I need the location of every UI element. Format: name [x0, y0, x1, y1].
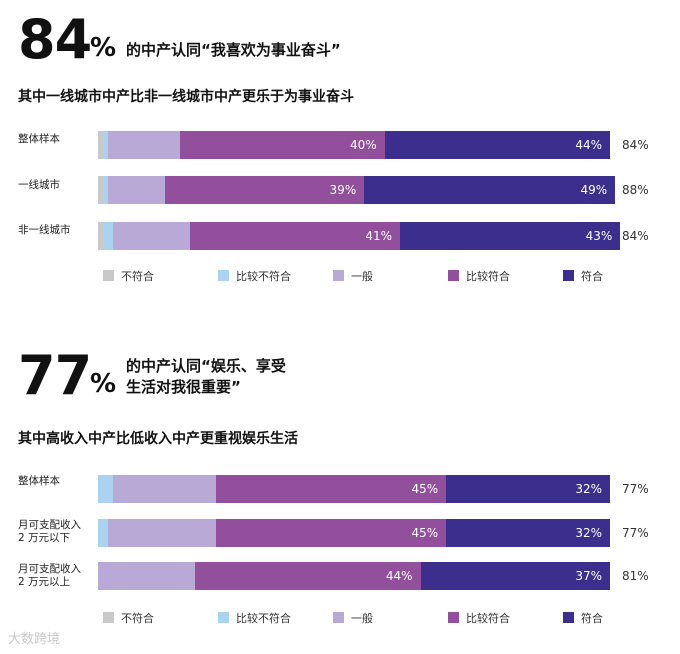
- bar-segment: [446, 519, 610, 547]
- data-label: 37%: [575, 569, 602, 583]
- bar-segment: [446, 475, 610, 503]
- legend-label: 比较符合: [466, 612, 510, 625]
- data-label: 44%: [385, 569, 413, 583]
- row-label-line-1: 月可支配收入: [18, 563, 81, 575]
- legend-item: 比较不符合: [218, 610, 291, 626]
- legend-label: 不符合: [121, 612, 154, 625]
- legend-label: 不符合: [121, 270, 154, 283]
- legend-swatch: [563, 270, 574, 281]
- row-label: 整体样本: [18, 475, 60, 487]
- bar-segment: [420, 562, 610, 590]
- legend-item: 符合: [563, 610, 603, 626]
- row-total: 84%: [622, 138, 649, 152]
- legend-label: 比较符合: [466, 270, 510, 283]
- data-label: 32%: [575, 482, 602, 496]
- row-total: 84%: [622, 229, 649, 243]
- data-label: 44%: [575, 138, 602, 152]
- row-label-line-2: 2 万元以上: [18, 576, 71, 588]
- bar-segment: [179, 131, 385, 159]
- legend-item: 比较符合: [448, 268, 510, 284]
- row-total: 88%: [622, 183, 649, 197]
- legend-swatch: [103, 612, 114, 623]
- bar-segment: [384, 131, 610, 159]
- stacked-bar-row: 39% 49%: [98, 176, 616, 204]
- row-total: 77%: [622, 482, 649, 496]
- row-total: 81%: [622, 569, 649, 583]
- chart-title-2: 其中高收入中产比低收入中产更重视娱乐生活: [18, 431, 298, 447]
- stacked-bar-row: 41% 43%: [98, 222, 621, 250]
- legend-item: 一般: [333, 610, 373, 626]
- bar-segment: [190, 222, 401, 250]
- bar-segment: [215, 519, 447, 547]
- legend-label: 比较不符合: [236, 612, 291, 625]
- stacked-bar-row: 45% 32%: [98, 475, 610, 503]
- stacked-bar-row: 40% 44%: [98, 131, 610, 159]
- headline-unit-1: %: [90, 33, 117, 63]
- headline-number-2: 77: [18, 344, 92, 407]
- bar-segment: [400, 222, 621, 250]
- bar-segment: [113, 475, 216, 503]
- legend-label: 符合: [581, 270, 603, 283]
- bar-segment: [98, 475, 114, 503]
- legend-swatch: [218, 270, 229, 281]
- legend-item: 比较不符合: [218, 268, 291, 284]
- bar-segment: [98, 176, 104, 204]
- bar-segment: [364, 176, 616, 204]
- bar-segment: [98, 519, 109, 547]
- data-label: 43%: [585, 229, 613, 243]
- legend-label: 一般: [351, 612, 373, 625]
- legend-swatch: [333, 270, 344, 281]
- bar-segment: [108, 131, 180, 159]
- data-label: 45%: [411, 526, 439, 540]
- bar-segment: [98, 222, 104, 250]
- bar-segment: [215, 475, 447, 503]
- row-total: 77%: [622, 526, 649, 540]
- bar-segment: [195, 562, 421, 590]
- legend-swatch: [218, 612, 229, 623]
- bar-segment: [103, 131, 109, 159]
- watermark-logo: 大数跨境: [8, 632, 61, 647]
- legend-swatch: [448, 612, 459, 623]
- bar-segment: [98, 131, 104, 159]
- data-label: 49%: [580, 183, 608, 197]
- data-label: 40%: [350, 138, 377, 152]
- legend-item: 比较符合: [448, 610, 510, 626]
- row-label-line-1: 月可支配收入: [18, 519, 81, 531]
- legend-label: 比较不符合: [236, 270, 291, 283]
- legend-item: 不符合: [103, 268, 154, 284]
- row-label-line-2: 2 万元以下: [18, 532, 71, 544]
- row-label: 一线城市: [18, 179, 60, 191]
- bar-segment: [113, 222, 191, 250]
- headline-unit-2: %: [90, 369, 117, 399]
- legend-swatch: [448, 270, 459, 281]
- row-label: 非一线城市: [18, 224, 71, 236]
- legend-item: 符合: [563, 268, 603, 284]
- bar-segment: [108, 176, 165, 204]
- headline-number-1: 84: [18, 8, 92, 71]
- headline-text-2-line-2: 生活对我很重要”: [126, 378, 241, 396]
- legend-item: 一般: [333, 268, 373, 284]
- legend-label: 符合: [581, 612, 603, 625]
- data-label: 39%: [329, 183, 357, 197]
- legend-swatch: [563, 612, 574, 623]
- headline-text-2-line-1: 的中产认同“娱乐、享受: [126, 357, 286, 375]
- row-label: 整体样本: [18, 133, 60, 145]
- legend-swatch: [333, 612, 344, 623]
- headline-text-1: 的中产认同“我喜欢为事业奋斗”: [126, 41, 341, 59]
- data-label: 45%: [411, 482, 439, 496]
- stacked-bar-row: 45% 32%: [98, 519, 610, 547]
- data-label: 32%: [575, 526, 602, 540]
- chart-title-1: 其中一线城市中产比非一线城市中产更乐于为事业奋斗: [18, 89, 354, 105]
- bar-segment: [98, 562, 196, 590]
- bar-segment: [108, 519, 216, 547]
- stacked-bar-row: 44% 37%: [98, 562, 610, 590]
- bar-segment: [164, 176, 365, 204]
- legend-item: 不符合: [103, 610, 154, 626]
- data-label: 41%: [365, 229, 393, 243]
- legend-swatch: [103, 270, 114, 281]
- bar-segment: [103, 222, 114, 250]
- legend-label: 一般: [351, 270, 373, 283]
- bar-segment: [103, 176, 109, 204]
